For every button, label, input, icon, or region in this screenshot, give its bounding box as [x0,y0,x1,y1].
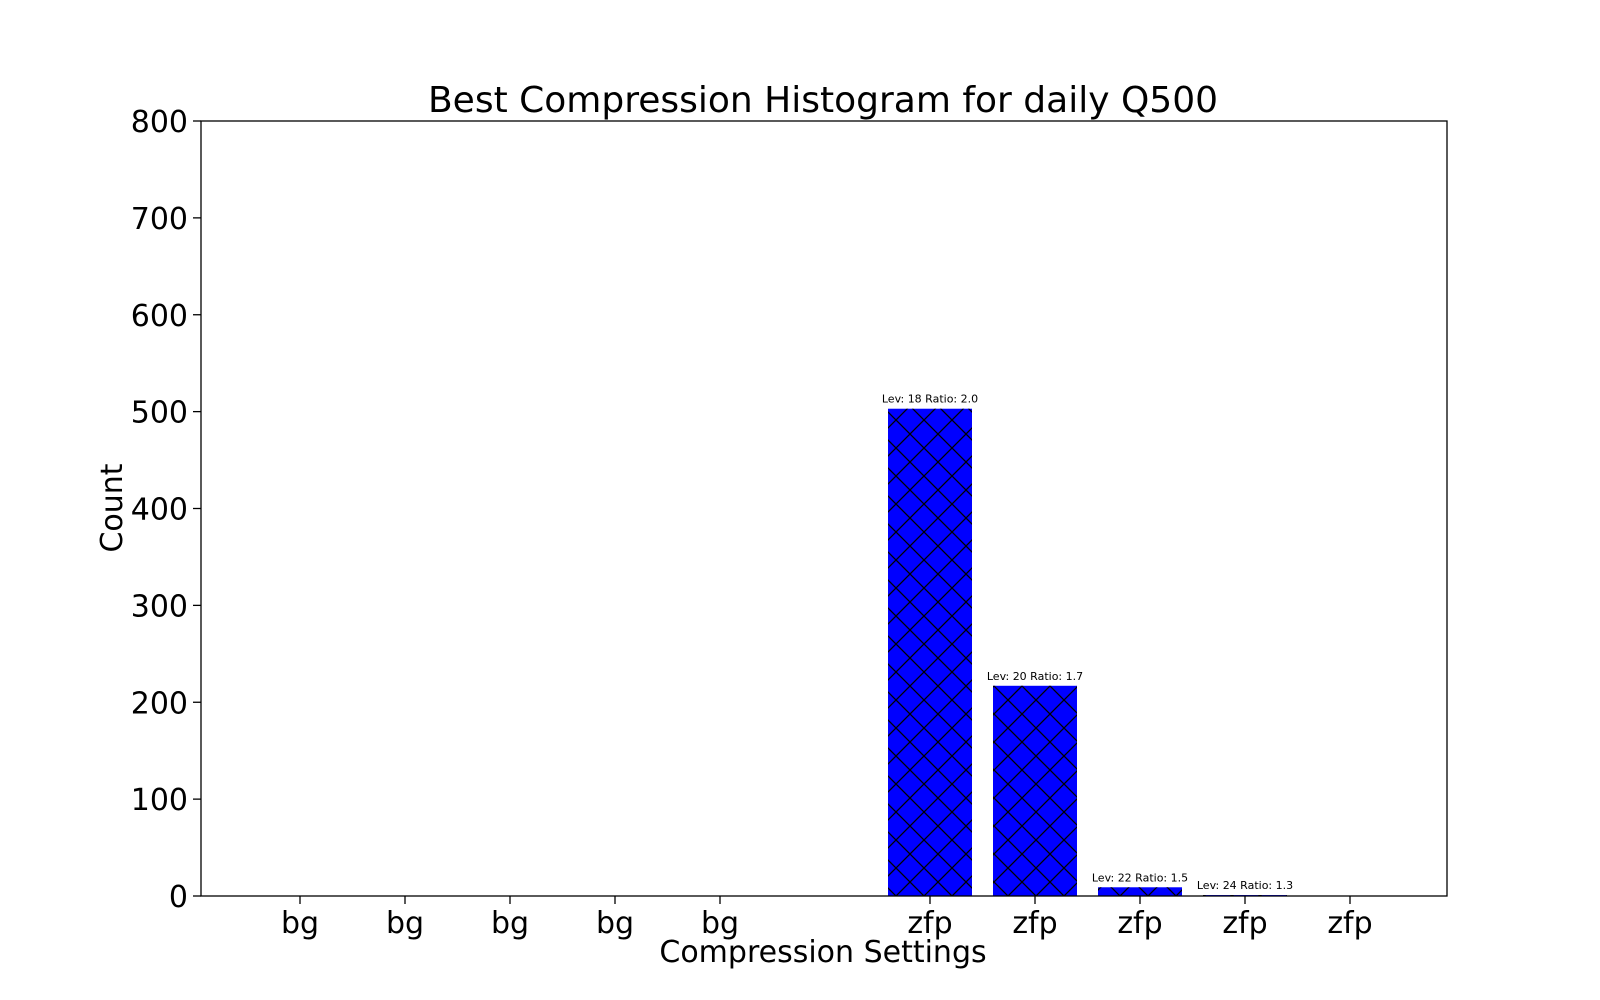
y-axis-label: Count [95,463,130,552]
bar-hatch [888,408,972,896]
y-tick-label: 100 [131,783,188,818]
x-tick-label: bg [491,906,529,941]
y-tick-label: 200 [131,686,188,721]
bar-annotation: Lev: 22 Ratio: 1.5 [1092,871,1188,884]
x-tick-label: zfp [1117,906,1162,941]
x-tick-label: bg [596,906,634,941]
x-tick-label: zfp [1012,906,1057,941]
x-tick-label: zfp [907,906,952,941]
bar-annotation: Lev: 18 Ratio: 2.0 [882,393,978,406]
y-tick-label: 400 [131,493,188,528]
plot-frame [200,120,1448,897]
y-tick-label: 0 [169,880,188,915]
x-axis-label: Compression Settings [659,935,986,970]
x-tick-label: zfp [1327,906,1372,941]
bar-annotation: Lev: 20 Ratio: 1.7 [987,670,1083,683]
y-tick-label: 800 [131,105,188,140]
y-tick-label: 300 [131,589,188,624]
plot-area: 0 100 200 300 400 500 600 700 800 bg bg bg bg bg Lev: … [131,105,1373,941]
x-tick-label: bg [701,906,739,941]
chart-title: Best Compression Histogram for daily Q50… [428,80,1218,121]
y-tick-label: 600 [131,299,188,334]
y-tick-label: 500 [131,396,188,431]
x-tick-label: bg [281,906,319,941]
bar-hatch [993,685,1077,896]
bar-hatch [1098,887,1182,896]
bar-annotation: Lev: 24 Ratio: 1.3 [1197,879,1293,892]
x-tick-label: zfp [1222,906,1267,941]
y-tick-label: 700 [131,202,188,237]
x-tick-label: bg [386,906,424,941]
